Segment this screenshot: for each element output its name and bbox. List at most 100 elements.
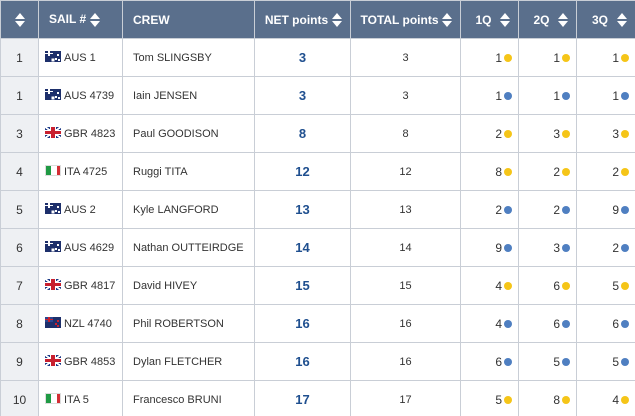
net-points-cell: 12 bbox=[254, 152, 351, 191]
q2-value: 6 bbox=[553, 278, 560, 293]
aus-flag-icon bbox=[45, 203, 61, 214]
yellow-dot-icon bbox=[621, 281, 629, 290]
q3-cell: 4 bbox=[576, 380, 635, 416]
header-2q[interactable]: 2Q bbox=[518, 0, 577, 39]
header-net-label: NET points bbox=[264, 12, 329, 27]
sort-icon[interactable] bbox=[617, 12, 627, 28]
rank-cell: 8 bbox=[0, 304, 39, 343]
header-rank[interactable] bbox=[0, 0, 39, 39]
blue-dot-icon bbox=[621, 243, 629, 252]
rank-cell: 9 bbox=[0, 342, 39, 381]
crew-cell: Paul GOODISON bbox=[122, 114, 255, 153]
net-points-cell: 13 bbox=[254, 190, 351, 229]
q2-cell: 8 bbox=[518, 380, 577, 416]
q1-cell: 8 bbox=[460, 152, 519, 191]
sort-icon[interactable] bbox=[90, 12, 101, 28]
q3-cell: 2 bbox=[576, 228, 635, 267]
blue-dot-icon bbox=[504, 91, 512, 100]
header-total-points[interactable]: TOTAL points bbox=[350, 0, 461, 39]
q3-value: 6 bbox=[612, 316, 619, 331]
sort-icon[interactable] bbox=[558, 12, 568, 28]
sail-cell: ITA 5 bbox=[38, 380, 123, 416]
header-3q[interactable]: 3Q bbox=[576, 0, 635, 39]
crew-cell: David HIVEY bbox=[122, 266, 255, 305]
table-row[interactable]: 1 AUS 1 Tom SLINGSBY 3 3 1 1 1 bbox=[0, 38, 635, 77]
sort-icon[interactable] bbox=[500, 12, 510, 28]
aus-flag-icon bbox=[45, 51, 61, 62]
blue-dot-icon bbox=[504, 243, 512, 252]
header-net-points[interactable]: NET points bbox=[254, 0, 351, 39]
table-row[interactable]: 8 NZL 4740 Phil ROBERTSON 16 16 4 6 6 bbox=[0, 304, 635, 343]
table-row[interactable]: 9 GBR 4853 Dylan FLETCHER 16 16 6 5 5 bbox=[0, 342, 635, 381]
ita-flag-icon bbox=[45, 165, 61, 176]
q3-value: 2 bbox=[612, 240, 619, 255]
header-1q[interactable]: 1Q bbox=[460, 0, 519, 39]
rank-cell: 3 bbox=[0, 114, 39, 153]
blue-dot-icon bbox=[621, 205, 629, 214]
crew-cell: Kyle LANGFORD bbox=[122, 190, 255, 229]
rank-cell: 1 bbox=[0, 76, 39, 115]
q3-value: 1 bbox=[612, 50, 619, 65]
table-row[interactable]: 1 AUS 4739 Iain JENSEN 3 3 1 1 1 bbox=[0, 76, 635, 115]
sail-cell: GBR 4823 bbox=[38, 114, 123, 153]
rank-cell: 1 bbox=[0, 38, 39, 77]
sail-number: ITA 4725 bbox=[64, 166, 108, 178]
q1-value: 5 bbox=[495, 392, 502, 407]
table-row[interactable]: 4 ITA 4725 Ruggi TITA 12 12 8 2 2 bbox=[0, 152, 635, 191]
q2-value: 3 bbox=[553, 126, 560, 141]
q2-cell: 5 bbox=[518, 342, 577, 381]
table-row[interactable]: 3 GBR 4823 Paul GOODISON 8 8 2 3 3 bbox=[0, 114, 635, 153]
sail-cell: AUS 2 bbox=[38, 190, 123, 229]
crew-cell: Tom SLINGSBY bbox=[122, 38, 255, 77]
q3-value: 5 bbox=[612, 354, 619, 369]
sort-icon[interactable] bbox=[332, 12, 342, 28]
q2-value: 2 bbox=[553, 164, 560, 179]
table-row[interactable]: 6 AUS 4629 Nathan OUTTEIRDGE 14 14 9 3 2 bbox=[0, 228, 635, 267]
sort-icon[interactable] bbox=[14, 12, 25, 28]
rank-cell: 5 bbox=[0, 190, 39, 229]
table-row[interactable]: 10 ITA 5 Francesco BRUNI 17 17 5 8 4 bbox=[0, 380, 635, 416]
table-row[interactable]: 7 GBR 4817 David HIVEY 15 15 4 6 5 bbox=[0, 266, 635, 305]
sail-number: AUS 1 bbox=[64, 52, 96, 64]
blue-dot-icon bbox=[504, 319, 512, 328]
yellow-dot-icon bbox=[504, 167, 512, 176]
total-points-cell: 3 bbox=[350, 38, 461, 77]
aus-flag-icon bbox=[45, 89, 61, 100]
total-points-cell: 15 bbox=[350, 266, 461, 305]
rank-cell: 7 bbox=[0, 266, 39, 305]
table-row[interactable]: 5 AUS 2 Kyle LANGFORD 13 13 2 2 9 bbox=[0, 190, 635, 229]
yellow-dot-icon bbox=[504, 395, 512, 404]
yellow-dot-icon bbox=[504, 129, 512, 138]
q3-value: 5 bbox=[612, 278, 619, 293]
net-points-cell: 17 bbox=[254, 380, 351, 416]
total-points-cell: 8 bbox=[350, 114, 461, 153]
header-crew[interactable]: CREW bbox=[122, 0, 255, 39]
blue-dot-icon bbox=[621, 319, 629, 328]
q2-value: 2 bbox=[553, 202, 560, 217]
q1-cell: 6 bbox=[460, 342, 519, 381]
sail-cell: AUS 4739 bbox=[38, 76, 123, 115]
net-points-cell: 14 bbox=[254, 228, 351, 267]
rank-cell: 6 bbox=[0, 228, 39, 267]
blue-dot-icon bbox=[621, 91, 629, 100]
q2-value: 3 bbox=[553, 240, 560, 255]
q1-cell: 2 bbox=[460, 114, 519, 153]
sail-number: NZL 4740 bbox=[64, 318, 112, 330]
q1-cell: 1 bbox=[460, 76, 519, 115]
sort-icon[interactable] bbox=[442, 12, 452, 28]
yellow-dot-icon bbox=[504, 53, 512, 62]
sail-number: ITA 5 bbox=[64, 394, 89, 406]
net-points-cell: 15 bbox=[254, 266, 351, 305]
q1-value: 2 bbox=[495, 202, 502, 217]
rank-cell: 4 bbox=[0, 152, 39, 191]
q3-value: 4 bbox=[612, 392, 619, 407]
header-sail[interactable]: SAIL # bbox=[38, 0, 123, 39]
net-points-cell: 8 bbox=[254, 114, 351, 153]
q1-cell: 2 bbox=[460, 190, 519, 229]
yellow-dot-icon bbox=[621, 167, 629, 176]
yellow-dot-icon bbox=[562, 281, 570, 290]
net-points-cell: 3 bbox=[254, 76, 351, 115]
gbr-flag-icon bbox=[45, 355, 61, 366]
q3-cell: 5 bbox=[576, 266, 635, 305]
